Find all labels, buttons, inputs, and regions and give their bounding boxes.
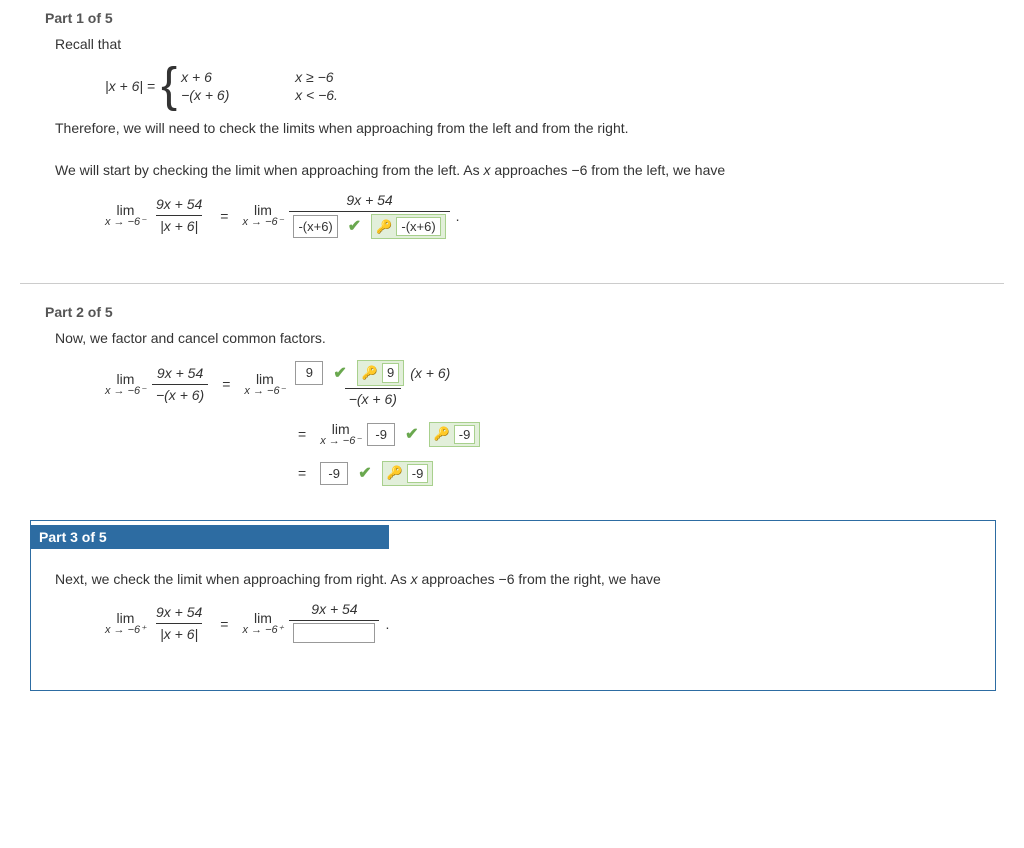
key-icon: 🔑 (387, 465, 403, 481)
equals-p2-2: = (298, 426, 306, 442)
abs-lhs: |x + 6| = (105, 78, 155, 94)
answer-input-factor[interactable]: 9 (295, 361, 323, 385)
denominator-abs-1: |x + 6| (156, 215, 202, 235)
therefore-text: Therefore, we will need to check the lim… (55, 120, 984, 136)
part2-intro: Now, we factor and cancel common factors… (55, 330, 984, 346)
lim-p2-2: lim x → −6⁻ (244, 372, 285, 397)
lim-right-1: lim x → −6⁺ (105, 611, 146, 636)
key-icon: 🔑 (434, 426, 450, 442)
equals-p2-3: = (298, 465, 306, 481)
lim-right-2: lim x → −6⁺ (242, 611, 283, 636)
period: . (456, 208, 460, 224)
start-left-text: We will start by checking the limit when… (55, 162, 984, 178)
part2-line1: lim x → −6⁻ 9x + 54 −(x + 6) = lim x → −… (105, 360, 984, 407)
part-3: Part 3 of 5 Next, we check the limit whe… (30, 520, 996, 692)
equals-1: = (220, 208, 228, 224)
p2-num1: 9x + 54 (153, 365, 207, 384)
brace-icon: { (161, 66, 177, 106)
answer-input-1[interactable]: -(x+6) (293, 215, 337, 239)
answer-input-cancel[interactable]: -9 (367, 423, 395, 446)
part1-limit-eq: lim x → −6⁻ 9x + 54 |x + 6| = lim x → −6… (105, 192, 984, 239)
check-icon: ✔ (333, 364, 346, 383)
answer-key-factor: 🔑 9 (357, 360, 404, 386)
check-icon: ✔ (405, 424, 418, 444)
key-icon: 🔑 (362, 365, 378, 381)
answer-input-final[interactable]: -9 (320, 462, 348, 485)
p2-den2: −(x + 6) (345, 388, 401, 408)
part3-limit-eq: lim x → −6⁺ 9x + 54 |x + 6| = lim x → −6… (105, 601, 981, 647)
piece1-cond: x ≥ −6 (295, 69, 333, 85)
numerator-1: 9x + 54 (152, 196, 206, 215)
part2-line2: = lim x → −6⁻ -9 ✔ 🔑 -9 (290, 422, 984, 447)
lim-left-1: lim x → −6⁻ (105, 203, 146, 228)
lim-p2-3: lim x → −6⁻ (320, 422, 361, 447)
equals-p3: = (220, 616, 228, 632)
part-1: Part 1 of 5 Recall that |x + 6| = { x + … (0, 0, 1024, 273)
piece2-expr: −(x + 6) (181, 87, 271, 103)
piecewise-definition: |x + 6| = { x + 6 x ≥ −6 −(x + 6) x < −6… (105, 66, 984, 106)
piece2-cond: x < −6. (295, 87, 338, 103)
answer-key-final: 🔑 -9 (382, 461, 434, 486)
answer-input-p3[interactable] (293, 623, 375, 643)
part-1-header: Part 1 of 5 (45, 10, 984, 26)
period-p3: . (385, 616, 389, 632)
p3-num1: 9x + 54 (152, 604, 206, 623)
answer-key-cancel: 🔑 -9 (429, 422, 481, 447)
key-icon: 🔑 (376, 219, 392, 235)
p2-den1: −(x + 6) (152, 384, 208, 404)
lim-left-2: lim x → −6⁻ (242, 203, 283, 228)
piece1-expr: x + 6 (181, 69, 271, 85)
part3-intro: Next, we check the limit when approachin… (55, 571, 981, 587)
answer-key-1: 🔑 -(x+6) (371, 214, 446, 240)
part-2-header: Part 2 of 5 (45, 304, 984, 320)
separator-1 (20, 283, 1004, 284)
part-3-header: Part 3 of 5 (31, 525, 389, 549)
lim-p2-1: lim x → −6⁻ (105, 372, 146, 397)
recall-text: Recall that (55, 36, 984, 52)
check-icon: ✔ (348, 217, 361, 236)
factor-tail: (x + 6) (410, 365, 450, 382)
part-2: Part 2 of 5 Now, we factor and cancel co… (0, 294, 1024, 519)
numerator-2: 9x + 54 (342, 192, 396, 211)
p3-den1: |x + 6| (156, 623, 202, 643)
p3-num2: 9x + 54 (307, 601, 361, 620)
part2-line3: = -9 ✔ 🔑 -9 (290, 461, 984, 486)
check-icon: ✔ (358, 463, 371, 483)
equals-p2-1: = (222, 376, 230, 392)
